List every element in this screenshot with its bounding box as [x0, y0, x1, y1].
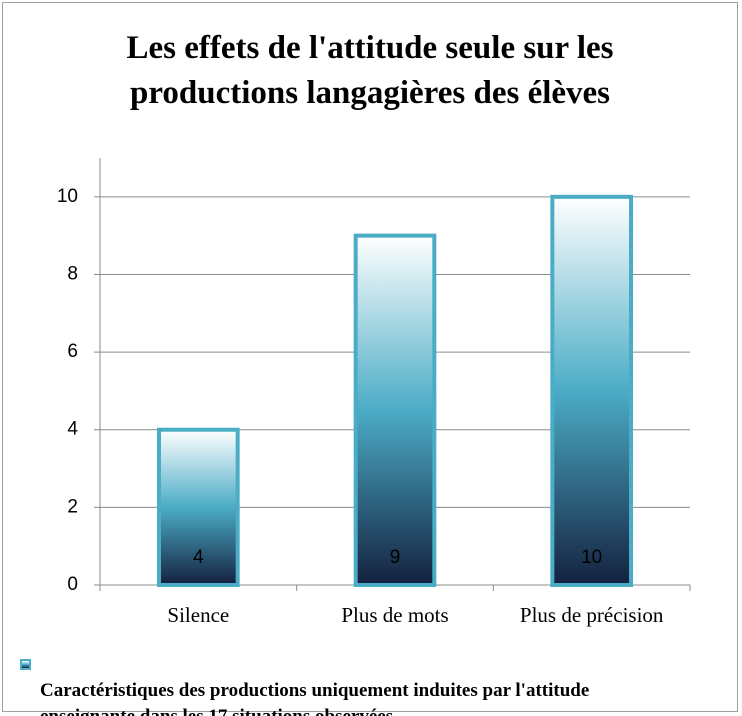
y-tick-label: 2	[67, 496, 78, 517]
y-tick-label: 0	[67, 574, 78, 595]
data-label: 10	[581, 547, 602, 568]
legend-marker	[20, 659, 31, 670]
x-tick-label: Plus de précision	[520, 603, 664, 627]
y-tick-label: 6	[67, 341, 78, 362]
x-tick-label: Silence	[167, 603, 229, 627]
bar	[157, 427, 240, 587]
chart-title: Les effets de l'attitude seule sur les p…	[126, 30, 614, 111]
y-tick-label: 8	[67, 263, 78, 284]
bar	[353, 233, 437, 588]
data-label: 9	[390, 547, 401, 568]
y-tick-label: 10	[57, 186, 78, 207]
y-tick-label: 4	[67, 419, 78, 440]
bar	[550, 194, 633, 587]
data-label: 4	[193, 547, 204, 568]
legend-label: Caractéristiques des productions uniquem…	[40, 680, 590, 716]
legend: Caractéristiques des productions uniquem…	[20, 652, 740, 716]
x-tick-label: Plus de mots	[341, 603, 448, 627]
